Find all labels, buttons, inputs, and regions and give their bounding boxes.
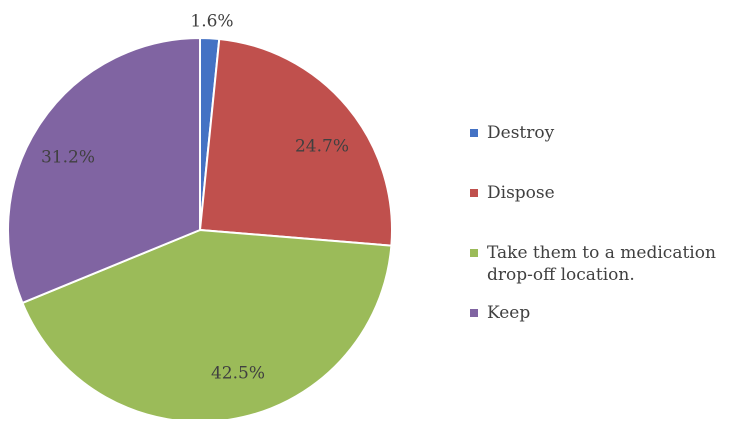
pie-slice-dispose — [198, 37, 393, 247]
legend-swatch-destroy — [470, 129, 478, 137]
data-label-dispose: 24.7% — [295, 137, 349, 157]
legend-label-destroy: Destroy — [487, 123, 555, 143]
pie-slices — [7, 36, 393, 423]
legend-item-dispose: Dispose — [470, 183, 555, 203]
legend-item-take-them-to-a-medication-drop-off-location: Take them to a medication drop-off locati… — [470, 243, 716, 285]
data-labels: 1.6% 24.7% 42.5% 31.2% — [41, 12, 349, 384]
pie-slice-keep — [7, 36, 201, 305]
legend-item-keep: Keep — [470, 303, 530, 323]
legend-swatch-dispose — [470, 189, 478, 197]
legend: Destroy Dispose Take them to a medication d… — [470, 123, 716, 323]
legend-item-destroy: Destroy — [470, 123, 555, 143]
data-label-take-them-to-a-medication-drop-off-location: 42.5% — [211, 364, 265, 384]
legend-label-take-them-to-a-medication-drop-off-location: Take them to a medication drop-off locati… — [487, 243, 716, 285]
data-label-keep: 31.2% — [41, 148, 95, 168]
legend-swatch-take-them-to-a-medication-drop-off-location — [470, 249, 478, 257]
data-label-destroy: 1.6% — [190, 12, 233, 32]
legend-swatch-keep — [470, 309, 478, 317]
legend-label-dispose: Dispose — [487, 183, 555, 203]
legend-label-keep: Keep — [487, 303, 530, 323]
